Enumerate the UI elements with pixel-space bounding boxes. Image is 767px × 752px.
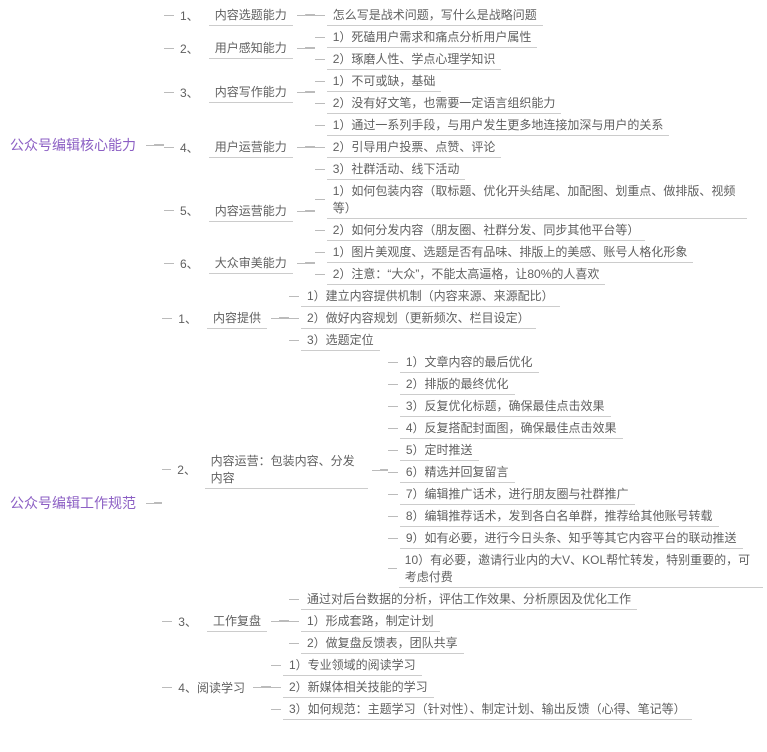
leaf-node: 2）新媒体相关技能的学习 (283, 676, 434, 698)
level2-row: 5、内容运营能力 1）如何包装内容（取标题、优化开头结尾、加配图、划重点、做排版、… (164, 180, 747, 241)
leaf-group: 1）死磕用户需求和痛点分析用户属性2）琢磨人性、学点心理学知识 (315, 26, 538, 70)
item-number: 1、 (176, 5, 203, 26)
bracket-connector (253, 686, 271, 688)
level2-row: 3、工作复盘通过对后台数据的分析，评估工作效果、分析原因及优化工作1）形成套路，… (162, 588, 763, 654)
bracket-connector (372, 469, 388, 471)
leaf-node: 1）如何包装内容（取标题、优化开头结尾、加配图、划重点、做排版、视频等） (327, 180, 747, 219)
level2-group: 1、内容提供 1）建立内容提供机制（内容来源、来源配比）2）做好内容规划（更新频次… (162, 285, 763, 720)
leaf-node: 8）编辑推荐话术，发到各白名单群，推荐给其他账号转载 (400, 505, 719, 527)
item-number: 6、 (176, 253, 203, 274)
leaf-node: 1）图片美观度、选题是否有品味、排版上的美感、账号人格化形象 (327, 241, 694, 263)
leaf-group: 1）文章内容的最后优化2）排版的最终优化3）反复优化标题，确保最佳点击效果4）反… (388, 351, 763, 588)
level2-row: 4、阅读学习 1）专业领域的阅读学习2）新媒体相关技能的学习3）如何规范：主题学习… (162, 654, 763, 720)
leaf-node: 5）定时推送 (400, 439, 479, 461)
leaf-group: 怎么写是战术问题，写什么是战略问题 (315, 4, 543, 26)
leaf-node: 10）有必要，邀请行业内的大V、KOL帮忙转发，特别重要的，可考虑付费 (399, 549, 763, 588)
level2-row: 2、内容运营：包装内容、分发内容 1）文章内容的最后优化2）排版的最终优化3）反复… (162, 351, 763, 588)
bracket-connector (271, 317, 289, 319)
leaf-group: 1）不可或缺，基础2）没有好文笔，也需要一定语言组织能力 (315, 70, 562, 114)
leaf-node: 2）引导用户投票、点赞、评论 (327, 136, 502, 158)
leaf-node: 3）反复优化标题，确保最佳点击效果 (400, 395, 611, 417)
leaf-group: 1）建立内容提供机制（内容来源、来源配比）2）做好内容规划（更新频次、栏目设定）… (289, 285, 560, 351)
leaf-node: 4）反复搭配封面图，确保最佳点击效果 (400, 417, 623, 439)
leaf-node: 1）不可或缺，基础 (327, 70, 442, 92)
item-number: 2、 (173, 459, 199, 480)
leaf-node: 3）选题定位 (301, 329, 380, 351)
item-number: 5、 (176, 200, 203, 221)
item-number: 4、阅读学习 (174, 677, 249, 698)
leaf-node: 3）社群活动、线下活动 (327, 158, 466, 180)
leaf-node: 1）死磕用户需求和痛点分析用户属性 (327, 26, 538, 48)
level2-row: 1、内容提供 1）建立内容提供机制（内容来源、来源配比）2）做好内容规划（更新频次… (162, 285, 763, 351)
item-label: 大众审美能力 (209, 252, 293, 274)
leaf-node: 1）建立内容提供机制（内容来源、来源配比） (301, 285, 560, 307)
leaf-node: 2）做好内容规划（更新频次、栏目设定） (301, 307, 536, 329)
leaf-node: 怎么写是战术问题，写什么是战略问题 (327, 4, 543, 26)
level2-group: 1、内容选题能力 怎么写是战术问题，写什么是战略问题 2、用户感知能力 1）死磕用户需… (164, 4, 747, 285)
bracket-connector (297, 14, 315, 16)
leaf-node: 通过对后台数据的分析，评估工作效果、分析原因及优化工作 (301, 588, 637, 610)
item-label: 用户运营能力 (209, 136, 293, 158)
leaf-group: 通过对后台数据的分析，评估工作效果、分析原因及优化工作1）形成套路，制定计划2）… (289, 588, 637, 654)
item-number: 3、 (176, 82, 203, 103)
leaf-node: 2）琢磨人性、学点心理学知识 (327, 48, 502, 70)
level2-row: 3、内容写作能力 1）不可或缺，基础2）没有好文笔，也需要一定语言组织能力 (164, 70, 747, 114)
root-label: 公众号编辑核心能力 (4, 132, 142, 158)
leaf-node: 9）如有必要，进行今日头条、知乎等其它内容平台的联动推送 (400, 527, 743, 549)
item-label: 内容提供 (207, 307, 267, 329)
leaf-node: 3）如何规范：主题学习（针对性）、制定计划、输出反馈（心得、笔记等） (283, 698, 692, 720)
root-branch: 公众号编辑核心能力1、内容选题能力怎么写是战术问题，写什么是战略问题2、用户感知… (4, 4, 763, 285)
leaf-node: 1）通过一系列手段，与用户发生更多地连接加深与用户的关系 (327, 114, 670, 136)
root-branch: 公众号编辑工作规范 1、内容提供 1）建立内容提供机制（内容来源、来源配比）2）做好… (4, 285, 763, 720)
leaf-node: 2）做复盘反馈表，团队共享 (301, 632, 464, 654)
item-number: 1、 (174, 308, 201, 329)
item-label: 工作复盘 (207, 610, 267, 632)
bracket-connector (297, 146, 315, 148)
level2-row: 2、用户感知能力 1）死磕用户需求和痛点分析用户属性2）琢磨人性、学点心理学知识 (164, 26, 747, 70)
leaf-node: 2）没有好文笔，也需要一定语言组织能力 (327, 92, 562, 114)
item-label: 内容写作能力 (209, 81, 293, 103)
item-number: 2、 (176, 38, 203, 59)
item-label: 内容运营能力 (209, 200, 293, 222)
leaf-node: 1）专业领域的阅读学习 (283, 654, 422, 676)
bracket-connector (271, 620, 289, 622)
bracket-connector (297, 210, 315, 212)
bracket-connector (297, 91, 315, 93)
item-label: 用户感知能力 (209, 37, 293, 59)
root-label: 公众号编辑工作规范 (4, 490, 142, 516)
bracket-connector (297, 262, 315, 264)
item-label: 内容选题能力 (209, 4, 293, 26)
leaf-node: 2）如何分发内容（朋友圈、社群分发、同步其他平台等） (327, 219, 646, 241)
leaf-node: 1）形成套路，制定计划 (301, 610, 440, 632)
leaf-node: 7）编辑推广话术，进行朋友圈与社群推广 (400, 483, 635, 505)
mindmap-root: 公众号编辑核心能力1、内容选题能力怎么写是战术问题，写什么是战略问题2、用户感知… (0, 0, 767, 724)
leaf-group: 1）专业领域的阅读学习2）新媒体相关技能的学习3）如何规范：主题学习（针对性）、… (271, 654, 692, 720)
bracket-connector (146, 502, 162, 504)
leaf-group: 1）如何包装内容（取标题、优化开头结尾、加配图、划重点、做排版、视频等）2）如何… (315, 180, 747, 241)
leaf-node: 1）文章内容的最后优化 (400, 351, 539, 373)
level2-row: 4、用户运营能力 1）通过一系列手段，与用户发生更多地连接加深与用户的关系2）引导… (164, 114, 747, 180)
item-number: 4、 (176, 137, 203, 158)
item-label: 内容运营：包装内容、分发内容 (205, 450, 368, 489)
level2-row: 1、内容选题能力 怎么写是战术问题，写什么是战略问题 (164, 4, 747, 26)
leaf-node: 2）排版的最终优化 (400, 373, 515, 395)
bracket-connector (297, 47, 315, 49)
item-number: 3、 (174, 611, 201, 632)
level2-row: 6、大众审美能力 1）图片美观度、选题是否有品味、排版上的美感、账号人格化形象2）… (164, 241, 747, 285)
bracket-connector (146, 144, 164, 146)
leaf-group: 1）图片美观度、选题是否有品味、排版上的美感、账号人格化形象2）注意：“大众”，… (315, 241, 694, 285)
leaf-group: 1）通过一系列手段，与用户发生更多地连接加深与用户的关系2）引导用户投票、点赞、… (315, 114, 670, 180)
leaf-node: 2）注意：“大众”，不能太高逼格，让80%的人喜欢 (327, 263, 606, 285)
leaf-node: 6）精选并回复留言 (400, 461, 515, 483)
